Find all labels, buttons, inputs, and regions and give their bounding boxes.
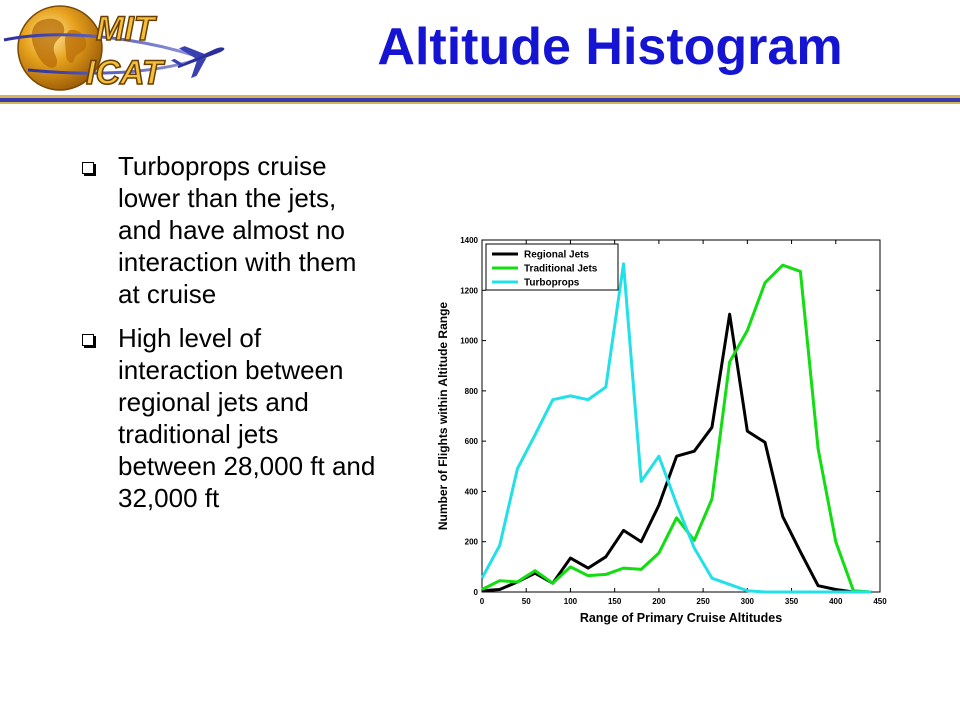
y-axis-label: Number of Flights within Altitude Range xyxy=(436,302,450,531)
x-tick-label: 450 xyxy=(873,597,887,606)
title-rule-gold-bottom xyxy=(0,102,960,104)
y-tick-label: 1400 xyxy=(460,236,478,245)
logo-text-mit: MIT xyxy=(96,10,158,48)
y-tick-label: 200 xyxy=(465,538,479,547)
bullet-text: Turboprops cruise lower than the jets, a… xyxy=(118,151,357,309)
y-tick-label: 400 xyxy=(465,487,479,496)
altitude-chart: 0 50 100 150 200 250 300 350 400 450 0 200 400 600 800… xyxy=(430,228,900,630)
square-bullet-icon xyxy=(82,162,94,174)
bullet-list: Turboprops cruise lower than the jets, a… xyxy=(80,150,380,526)
legend-label: Regional Jets xyxy=(524,250,589,261)
y-tick-label: 0 xyxy=(474,588,479,597)
title-rule-blue xyxy=(0,98,960,102)
plot-frame xyxy=(481,239,881,593)
mit-icat-logo: MIT ICAT xyxy=(3,5,225,93)
x-tick-label: 50 xyxy=(522,597,531,606)
series-line xyxy=(481,263,872,594)
y-tick-label: 600 xyxy=(465,437,479,446)
series-line xyxy=(480,262,872,594)
legend-label: Traditional Jets xyxy=(524,264,598,275)
square-bullet-icon xyxy=(82,334,94,346)
airplane-icon xyxy=(170,46,225,79)
bullet-item: Turboprops cruise lower than the jets, a… xyxy=(80,150,380,310)
x-tick-label: 400 xyxy=(829,597,843,606)
page-title: Altitude Histogram xyxy=(377,18,843,76)
logo-text-icat: ICAT xyxy=(86,54,166,92)
x-tick-label: 0 xyxy=(480,597,485,606)
y-tick-label: 800 xyxy=(465,387,479,396)
x-axis-label: Range of Primary Cruise Altitudes xyxy=(580,611,782,625)
bullet-item: High level of interaction between region… xyxy=(80,322,380,514)
x-tick-label: 250 xyxy=(696,597,710,606)
x-tick-label: 300 xyxy=(741,597,755,606)
title-rule-gold-top xyxy=(0,95,960,98)
y-tick-label: 1200 xyxy=(460,286,478,295)
x-tick-label: 350 xyxy=(785,597,799,606)
x-tick-label: 100 xyxy=(564,597,578,606)
chart-svg: 0 50 100 150 200 250 300 350 400 450 0 200 400 600 800… xyxy=(436,236,887,625)
y-tick-label: 1000 xyxy=(460,337,478,346)
x-tick-label: 200 xyxy=(652,597,666,606)
legend-label: Turboprops xyxy=(524,278,580,289)
globe-icon xyxy=(17,5,103,91)
bullet-text: High level of interaction between region… xyxy=(118,323,376,513)
x-tick-label: 150 xyxy=(608,597,622,606)
